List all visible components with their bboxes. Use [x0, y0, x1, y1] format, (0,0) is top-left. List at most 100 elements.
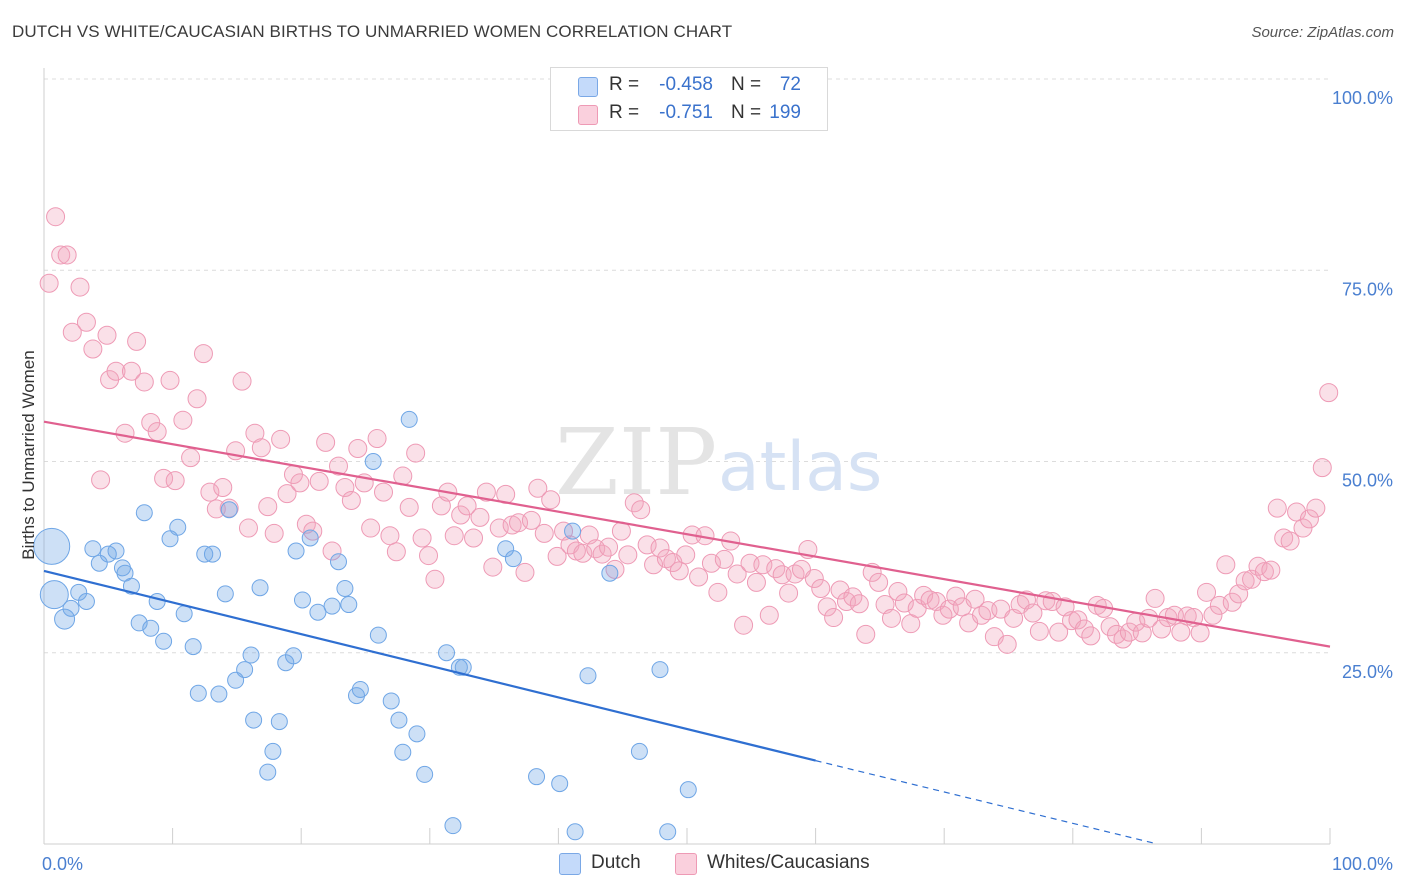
- data-point-dutch: [438, 644, 456, 662]
- correlation-legend: R = -0.458 N = 72 R = -0.751 N = 199: [550, 67, 828, 131]
- data-point-dutch: [33, 527, 71, 565]
- data-point-white: [1293, 518, 1313, 538]
- data-point-white: [200, 482, 220, 502]
- data-point-white: [181, 448, 201, 468]
- data-point-white: [1068, 610, 1088, 630]
- data-point-white: [759, 605, 779, 625]
- data-point-white: [115, 423, 135, 443]
- data-point-white: [251, 438, 271, 458]
- data-point-dutch: [382, 692, 400, 710]
- legend-n-label: N =: [731, 102, 762, 123]
- data-point-dutch: [323, 597, 341, 615]
- trend-lines: [43, 420, 1331, 845]
- data-point-white: [258, 497, 278, 517]
- axes: [43, 68, 1331, 845]
- data-point-white: [290, 473, 310, 493]
- data-point-white: [1306, 498, 1326, 518]
- data-point-white: [309, 471, 329, 491]
- data-point-white: [147, 422, 167, 442]
- data-point-white: [869, 572, 889, 592]
- data-point-dutch: [400, 410, 418, 428]
- data-point-dutch: [679, 781, 697, 799]
- data-point-white: [1312, 458, 1332, 478]
- data-point-dutch: [309, 603, 327, 621]
- data-point-dutch: [416, 765, 434, 783]
- x-tick-label: 100.0%: [1332, 854, 1393, 874]
- data-point-white: [412, 528, 432, 548]
- data-point-dutch: [630, 742, 648, 760]
- data-point-white: [97, 325, 117, 345]
- data-point-dutch: [454, 658, 472, 676]
- data-point-dutch: [107, 542, 125, 560]
- data-point-dutch: [408, 725, 426, 743]
- data-point-white: [1081, 626, 1101, 646]
- watermark-zip: ZIP: [555, 409, 717, 516]
- data-point-white: [70, 277, 90, 297]
- data-point-white: [127, 331, 147, 351]
- data-point-white: [1267, 498, 1287, 518]
- y-tick-label: 25.0%: [1342, 662, 1393, 682]
- legend-r-label: R =: [609, 102, 640, 123]
- data-point-dutch: [62, 599, 80, 617]
- data-point-white: [965, 589, 985, 609]
- data-point-white: [419, 546, 439, 566]
- data-point-white: [193, 344, 213, 364]
- data-point-white: [83, 339, 103, 359]
- data-point-white: [734, 615, 754, 635]
- data-point-white: [1100, 617, 1120, 637]
- data-point-white: [121, 361, 141, 381]
- legend-row-dutch: R = -0.458 N = 72: [551, 72, 827, 100]
- data-point-white: [106, 361, 126, 381]
- data-point-white: [631, 500, 651, 520]
- data-point-white: [1235, 571, 1255, 591]
- data-point-white: [154, 468, 174, 488]
- data-point-white: [1319, 383, 1339, 403]
- data-point-white: [1248, 556, 1268, 576]
- data-point-white: [1254, 562, 1274, 582]
- data-point-dutch: [122, 577, 140, 595]
- data-point-dutch: [369, 626, 387, 644]
- data-point-dutch: [390, 711, 408, 729]
- data-point-dutch: [184, 638, 202, 656]
- data-point-white: [1049, 622, 1069, 642]
- data-point-dutch: [340, 596, 358, 614]
- data-point-white: [303, 521, 323, 541]
- data-point-white: [515, 562, 535, 582]
- data-point-white: [708, 582, 728, 602]
- data-point-white: [1132, 623, 1152, 643]
- data-point-dutch: [551, 775, 569, 793]
- data-point-white: [316, 432, 336, 452]
- data-point-dutch: [242, 646, 260, 664]
- data-point-dutch: [175, 605, 193, 623]
- data-point-dutch: [90, 554, 108, 572]
- data-point-white: [888, 582, 908, 602]
- dutch-swatch: [578, 77, 598, 97]
- data-point-white: [51, 245, 71, 265]
- legend-label-white: Whites/Caucasians: [707, 852, 870, 873]
- data-point-dutch: [284, 647, 302, 665]
- data-point-white: [91, 470, 111, 490]
- data-point-white: [277, 484, 297, 504]
- data-point-white: [457, 496, 477, 516]
- data-point-white: [573, 543, 593, 563]
- data-point-white: [489, 518, 509, 538]
- tick-labels: 100.0% 75.0% 50.0% 25.0% 0.0% 100.0%: [42, 88, 1393, 874]
- data-point-dutch: [287, 542, 305, 560]
- legend-n-value-dutch: 72: [779, 74, 801, 95]
- data-point-dutch: [245, 711, 263, 729]
- data-point-dutch: [236, 661, 254, 679]
- data-point-white: [386, 542, 406, 562]
- data-point-white: [779, 583, 799, 603]
- data-point-white: [406, 443, 426, 463]
- watermark-atlas: atlas: [718, 428, 882, 507]
- data-point-dutch: [579, 667, 597, 685]
- data-point-white: [599, 537, 619, 557]
- data-point-white: [361, 518, 381, 538]
- data-point-dutch: [364, 453, 382, 470]
- data-point-white: [946, 586, 966, 606]
- data-point-white: [746, 572, 766, 592]
- data-point-white: [849, 594, 869, 614]
- data-point-white: [991, 599, 1011, 619]
- legend-r-value-dutch: -0.458: [659, 74, 713, 95]
- series-dutch-points: [33, 410, 697, 841]
